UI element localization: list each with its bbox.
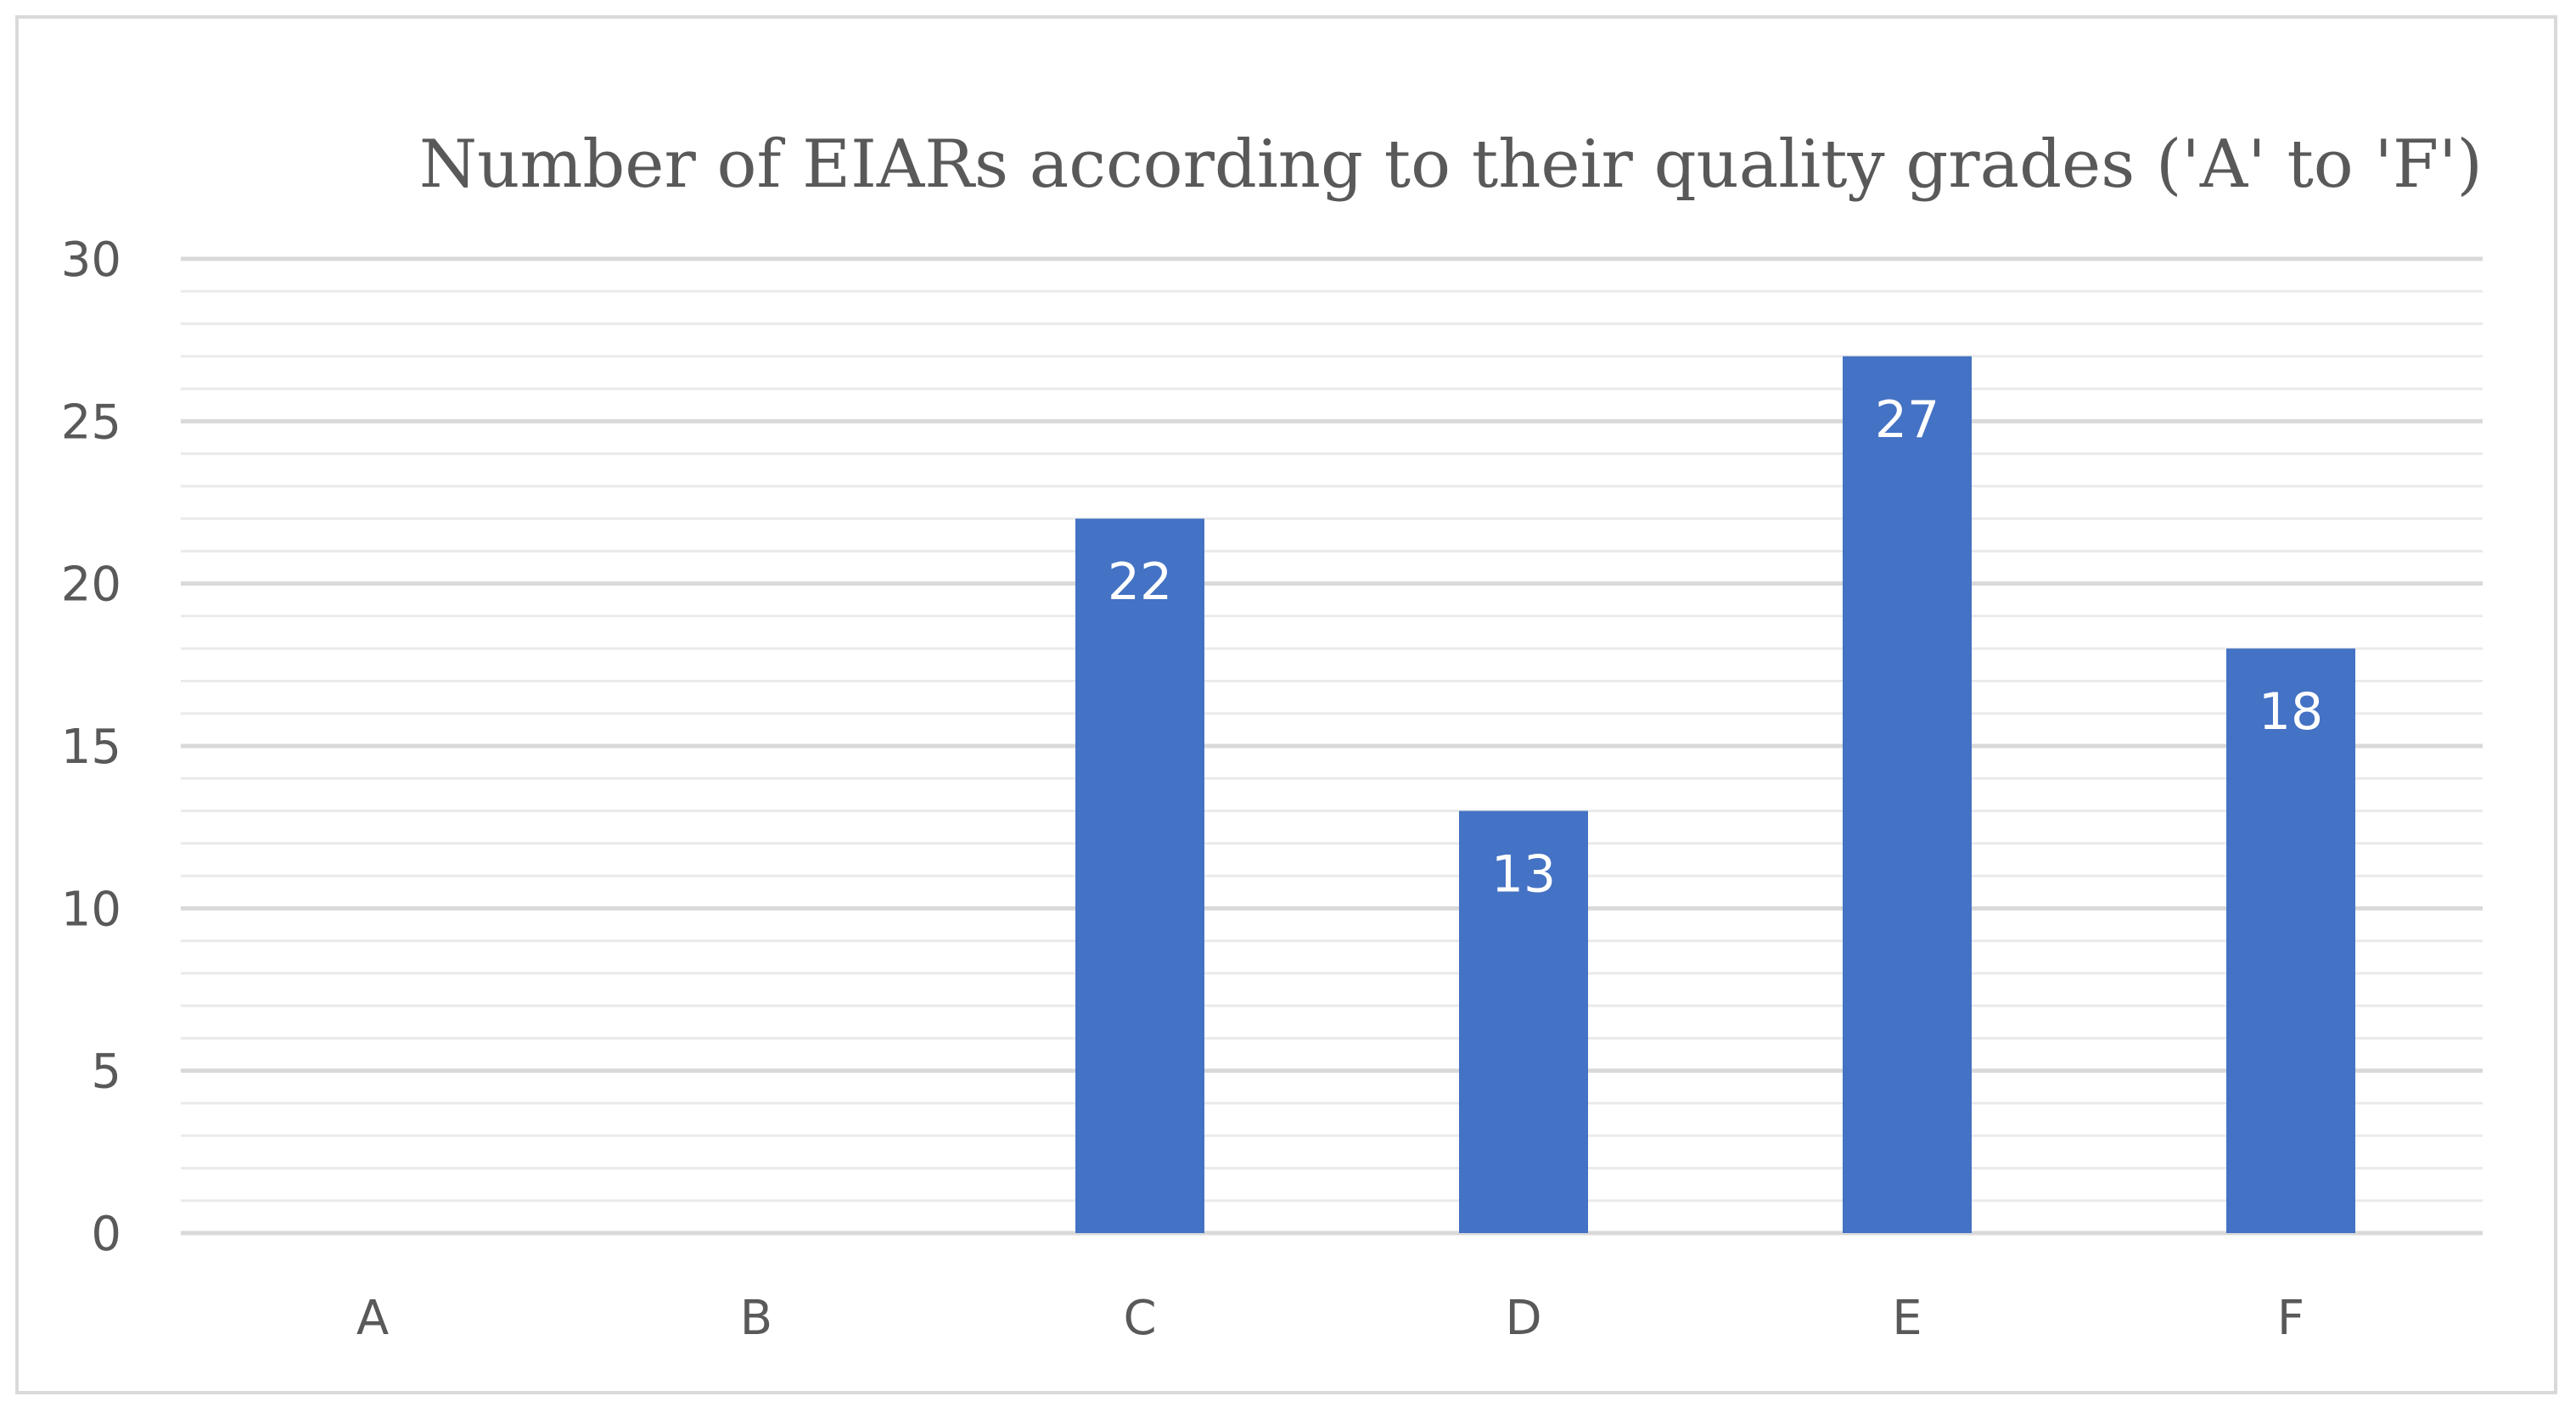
- y-tick-label: 25: [61, 395, 121, 450]
- gridlines: [181, 256, 2483, 1236]
- y-tick-label: 30: [61, 233, 121, 288]
- bar-D: [1459, 810, 1588, 1233]
- x-tick-label-C: C: [1123, 1291, 1156, 1346]
- bar-F: [2226, 648, 2355, 1233]
- y-tick-label: 15: [61, 720, 121, 775]
- x-tick-label-F: F: [2277, 1291, 2304, 1346]
- bar-E: [1843, 356, 1972, 1233]
- bars: 22 13 27 18: [1075, 356, 2355, 1233]
- data-label-E: 27: [1875, 390, 1939, 450]
- y-tick-label: 5: [91, 1045, 121, 1100]
- x-tick-label-A: A: [356, 1291, 389, 1346]
- chart-frame: [15, 15, 2557, 1394]
- x-tick-label-E: E: [1892, 1291, 1922, 1346]
- data-label-F: 18: [2259, 682, 2323, 742]
- chart-title: Number of EIARs according to their quali…: [419, 126, 2483, 203]
- y-tick-label: 10: [61, 882, 121, 937]
- bar-C: [1075, 519, 1204, 1233]
- y-tick-label: 0: [91, 1207, 121, 1262]
- data-label-D: 13: [1491, 845, 1556, 905]
- x-axis-ticks: A B C D E F: [356, 1291, 2304, 1346]
- x-tick-label-D: D: [1505, 1291, 1541, 1346]
- x-tick-label-B: B: [740, 1291, 772, 1346]
- data-label-C: 22: [1108, 552, 1172, 612]
- y-tick-label: 20: [61, 558, 121, 613]
- y-axis-ticks: 0 5 10 15 20 25 30: [61, 233, 121, 1262]
